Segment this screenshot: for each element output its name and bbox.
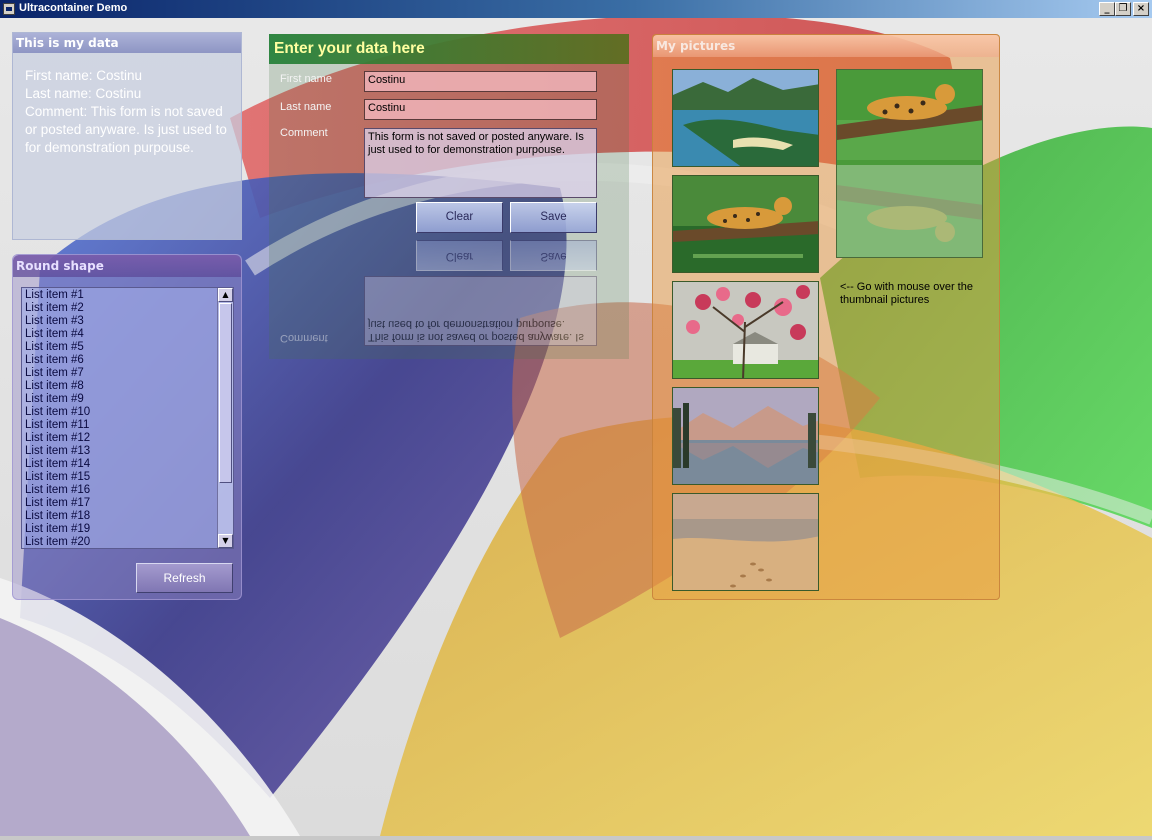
first-name-label: First name (280, 73, 332, 85)
scroll-down-arrow-icon[interactable]: ▼ (218, 534, 233, 548)
list-item[interactable]: List item #19 (25, 523, 91, 535)
thumbnail-island-landscape[interactable] (672, 69, 819, 167)
list-item[interactable]: List item #3 (25, 315, 84, 327)
comment-label-reflection: Comment (280, 332, 328, 344)
round-shape-panel-title: Round shape (13, 255, 241, 277)
list-item[interactable]: List item #17 (25, 497, 91, 509)
app-icon[interactable] (3, 3, 15, 15)
list-item[interactable]: List item #18 (25, 510, 91, 522)
listbox-scrollbar[interactable]: ▲ ▼ (217, 288, 233, 548)
thumbnail-beach-footprints[interactable] (672, 493, 819, 591)
save-button[interactable]: Save (510, 202, 597, 233)
list-item[interactable]: List item #8 (25, 380, 84, 392)
list-item[interactable]: List item #1 (25, 289, 84, 301)
scroll-up-arrow-icon[interactable]: ▲ (218, 288, 233, 302)
list-item[interactable]: List item #15 (25, 471, 91, 483)
my-data-comment: Comment: This form is not saved or poste… (25, 104, 227, 155)
item-listbox[interactable]: List item #1 List item #2 List item #3 List… (21, 287, 234, 549)
comment-field-reflection: This form is not saved or posted anyware… (364, 276, 597, 346)
save-button-reflection: Save (510, 240, 597, 271)
list-item[interactable]: List item #2 (25, 302, 84, 314)
list-item[interactable]: List item #6 (25, 354, 84, 366)
comment-field[interactable]: This form is not saved or posted anyware… (364, 128, 597, 198)
round-shape-panel: Round shape List item #1 List item #2 List… (12, 254, 242, 600)
maximize-button[interactable]: ❐ (1115, 2, 1131, 16)
list-item[interactable]: List item #20 (25, 536, 91, 548)
thumbnail-leopard[interactable] (672, 175, 819, 273)
my-data-panel-title: This is my data (13, 33, 241, 53)
thumbnail-magnolia-tree[interactable] (672, 281, 819, 379)
list-item[interactable]: List item #10 (25, 406, 91, 418)
first-name-field[interactable]: Costinu (364, 71, 597, 92)
close-button[interactable]: × (1133, 2, 1149, 16)
list-item[interactable]: List item #11 (25, 419, 90, 431)
list-item[interactable]: List item #12 (25, 432, 91, 444)
minimize-button[interactable]: _ (1099, 2, 1115, 16)
list-item[interactable]: List item #13 (25, 445, 91, 457)
clear-button-reflection: Clear (416, 240, 503, 271)
list-item[interactable]: List item #16 (25, 484, 91, 496)
my-data-last-name: Last name: Costinu (25, 86, 142, 101)
my-data-first-name: First name: Costinu (25, 68, 143, 83)
preview-image-leopard (836, 69, 983, 258)
clear-button[interactable]: Clear (416, 202, 503, 233)
my-data-panel: This is my data First name: Costinu Last… (12, 32, 242, 240)
window-title-bar[interactable]: Ultracontainer Demo _ ❐ × (0, 0, 1152, 18)
my-data-text: First name: Costinu Last name: Costinu C… (25, 67, 237, 157)
listbox-items: List item #1 List item #2 List item #3 List… (25, 289, 91, 548)
last-name-label: Last name (280, 101, 332, 113)
list-item[interactable]: List item #5 (25, 341, 84, 353)
list-item[interactable]: List item #9 (25, 393, 84, 405)
last-name-field[interactable]: Costinu (364, 99, 597, 120)
scrollbar-thumb[interactable] (219, 303, 232, 483)
refresh-button[interactable]: Refresh (136, 563, 233, 593)
preview-hint-text: <-- Go with mouse over the thumbnail pic… (840, 281, 973, 306)
enter-data-panel-title: Enter your data here (269, 34, 629, 64)
window-title: Ultracontainer Demo (19, 2, 128, 14)
comment-label: Comment (280, 127, 328, 139)
my-pictures-panel-title: My pictures (653, 35, 999, 57)
enter-data-panel: Enter your data here First name Costinu … (269, 34, 629, 359)
list-item[interactable]: List item #7 (25, 367, 84, 379)
bottom-edge (0, 836, 1152, 840)
list-item[interactable]: List item #14 (25, 458, 91, 470)
thumbnail-mountain-lake[interactable] (672, 387, 819, 485)
list-item[interactable]: List item #4 (25, 328, 84, 340)
my-pictures-panel: My pictures (652, 34, 1000, 600)
